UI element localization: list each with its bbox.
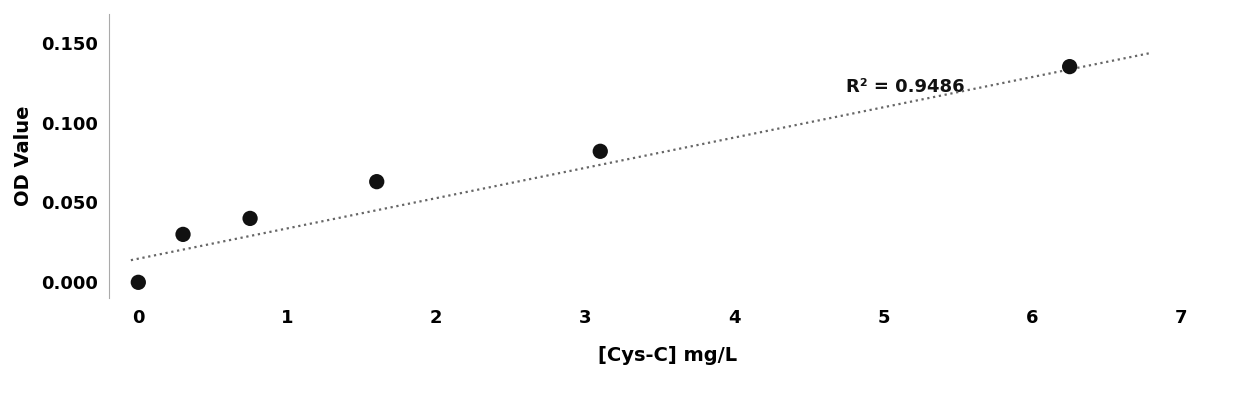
Point <box>1060 63 1080 70</box>
Point <box>241 215 260 221</box>
X-axis label: [Cys-C] mg/L: [Cys-C] mg/L <box>598 346 737 365</box>
Point <box>129 279 149 286</box>
Point <box>590 148 610 154</box>
Point <box>174 231 193 237</box>
Point <box>367 178 387 185</box>
Text: R² = 0.9486: R² = 0.9486 <box>846 78 965 96</box>
Y-axis label: OD Value: OD Value <box>14 106 33 206</box>
